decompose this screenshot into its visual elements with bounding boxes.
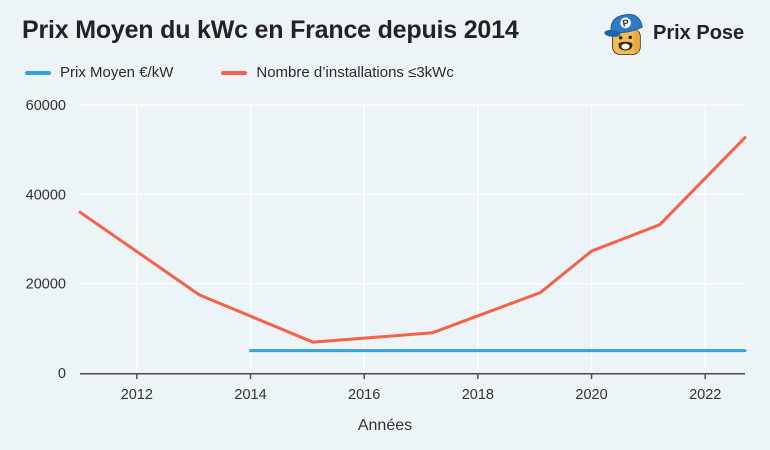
cap-badge-letter: P bbox=[622, 18, 631, 30]
svg-text:2016: 2016 bbox=[348, 387, 380, 403]
prix-pose-mascot-icon: P bbox=[604, 14, 643, 55]
mascot-cap: P bbox=[604, 14, 643, 37]
page-title: Prix Moyen du kWc en France depuis 2014 bbox=[22, 16, 519, 44]
legend-item-installations[interactable]: Nombre d’installations ≤3kWc bbox=[221, 64, 454, 81]
legend-label: Nombre d’installations ≤3kWc bbox=[256, 64, 454, 81]
legend-item-prix-moyen[interactable]: Prix Moyen €/kW bbox=[25, 64, 173, 81]
svg-text:20000: 20000 bbox=[26, 277, 66, 293]
svg-text:2014: 2014 bbox=[234, 387, 266, 403]
chart-legend: Prix Moyen €/kW Nombre d’installations ≤… bbox=[25, 64, 454, 81]
svg-text:2012: 2012 bbox=[121, 387, 153, 403]
series-line-1 bbox=[78, 136, 747, 344]
legend-swatch-orange bbox=[221, 70, 248, 75]
svg-text:2020: 2020 bbox=[575, 387, 607, 403]
brand-logo[interactable]: P Prix Pose bbox=[604, 10, 744, 57]
svg-text:2018: 2018 bbox=[462, 387, 494, 403]
x-axis-ticks bbox=[136, 374, 706, 379]
horizontal-gridlines bbox=[80, 104, 745, 285]
y-tick-labels: 0 20000 40000 60000 bbox=[26, 98, 66, 382]
x-tick-labels: 2012 2014 2016 2018 2020 2022 bbox=[121, 387, 722, 403]
svg-text:0: 0 bbox=[58, 366, 66, 382]
svg-text:60000: 60000 bbox=[26, 98, 66, 114]
vertical-gridlines bbox=[136, 105, 706, 373]
svg-text:40000: 40000 bbox=[26, 187, 66, 203]
legend-swatch-blue bbox=[25, 70, 51, 75]
legend-label: Prix Moyen €/kW bbox=[60, 64, 174, 81]
svg-text:2022: 2022 bbox=[689, 387, 721, 403]
brand-name: Prix Pose bbox=[653, 22, 745, 44]
x-axis-title: Années bbox=[358, 417, 412, 434]
